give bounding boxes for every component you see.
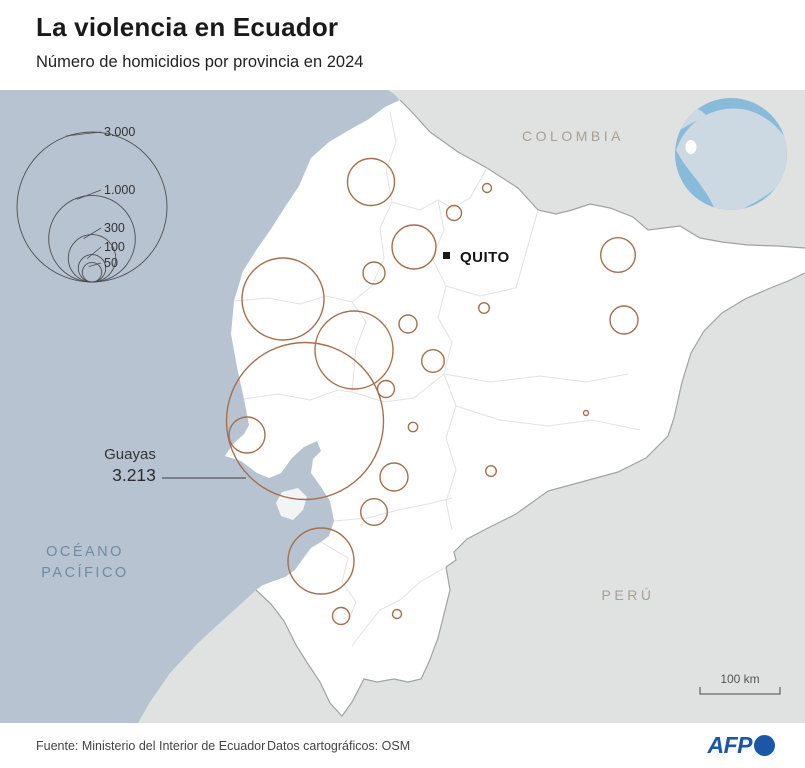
legend-circle	[81, 262, 103, 283]
legend-leader-line	[86, 246, 102, 259]
homicide-bubble	[582, 409, 590, 417]
homicide-bubble	[485, 465, 498, 478]
homicide-bubble	[398, 314, 418, 334]
homicide-bubble	[241, 257, 325, 341]
quito-label: QUITO	[460, 249, 510, 266]
homicide-bubble	[478, 301, 491, 314]
afp-logo-text: AFP	[707, 732, 753, 758]
legend-leader-line	[65, 131, 102, 137]
ecuador-region	[225, 100, 805, 716]
ocean-label-line1: OCÉANO	[46, 543, 124, 560]
province-borders	[233, 111, 641, 647]
homicide-bubble	[391, 224, 437, 270]
homicide-bubble	[228, 416, 266, 454]
guayas-callout-name: Guayas	[104, 446, 156, 463]
homicide-bubble	[407, 421, 419, 433]
homicide-bubble	[445, 204, 463, 222]
homicide-bubble	[609, 305, 639, 335]
homicide-bubble	[287, 527, 355, 595]
homicide-bubble	[481, 182, 493, 194]
scale-bar-line	[699, 687, 781, 695]
scale-bar: 100 km	[699, 672, 781, 695]
map: 3.000 1.000 300 100 50 COLOMBIA PERÚ OCÉANO …	[0, 90, 805, 723]
legend-label: 300	[104, 221, 125, 235]
page-subtitle: Número de homicidios por provincia en 20…	[36, 53, 364, 71]
header: La violencia en Ecuador Número de homici…	[36, 12, 776, 72]
globe-south-america	[676, 108, 787, 210]
legend-label: 50	[104, 256, 118, 270]
homicide-bubble	[362, 261, 386, 285]
footer-source: Fuente: Ministerio del Interior de Ecuad…	[36, 739, 266, 753]
homicide-bubble	[225, 341, 385, 501]
ocean-label-line2: PACÍFICO	[41, 564, 128, 581]
footer-cartography: Datos cartográficos: OSM	[267, 739, 411, 753]
homicide-bubble	[314, 310, 394, 390]
peru-label: PERÚ	[602, 587, 655, 603]
scale-bar-label: 100 km	[720, 672, 759, 686]
legend-leader-line	[76, 189, 102, 200]
legend-label: 1.000	[104, 183, 135, 197]
guayas-callout-value: 3.213	[112, 465, 156, 485]
peru-region	[138, 273, 805, 723]
homicide-bubble	[376, 379, 396, 399]
page-title: La violencia en Ecuador	[36, 12, 339, 42]
homicide-bubble	[600, 236, 637, 273]
homicide-bubble	[360, 498, 389, 527]
peru-border	[255, 272, 805, 717]
legend-label: 3.000	[104, 125, 135, 139]
bubble-layer	[225, 157, 639, 626]
legend-label: 100	[104, 240, 125, 254]
colombia-border	[399, 99, 805, 249]
legend-leader-line	[88, 262, 102, 267]
homicide-bubble	[379, 462, 409, 492]
homicide-bubble	[421, 349, 446, 374]
homicide-bubble	[331, 606, 351, 626]
homicide-bubble	[346, 157, 396, 207]
afp-logo-dot	[754, 735, 775, 756]
legend-leader-line	[83, 227, 102, 239]
locator-globe	[675, 98, 787, 210]
colombia-label: COLOMBIA	[522, 128, 624, 144]
globe-ecuador-highlight	[685, 140, 697, 154]
size-legend: 3.000 1.000 300 100 50	[16, 125, 168, 283]
afp-logo: AFP	[707, 732, 775, 759]
quito-marker	[443, 252, 450, 259]
footer: Fuente: Ministerio del Interior de Ecuad…	[0, 723, 805, 768]
homicide-bubble	[391, 608, 403, 620]
